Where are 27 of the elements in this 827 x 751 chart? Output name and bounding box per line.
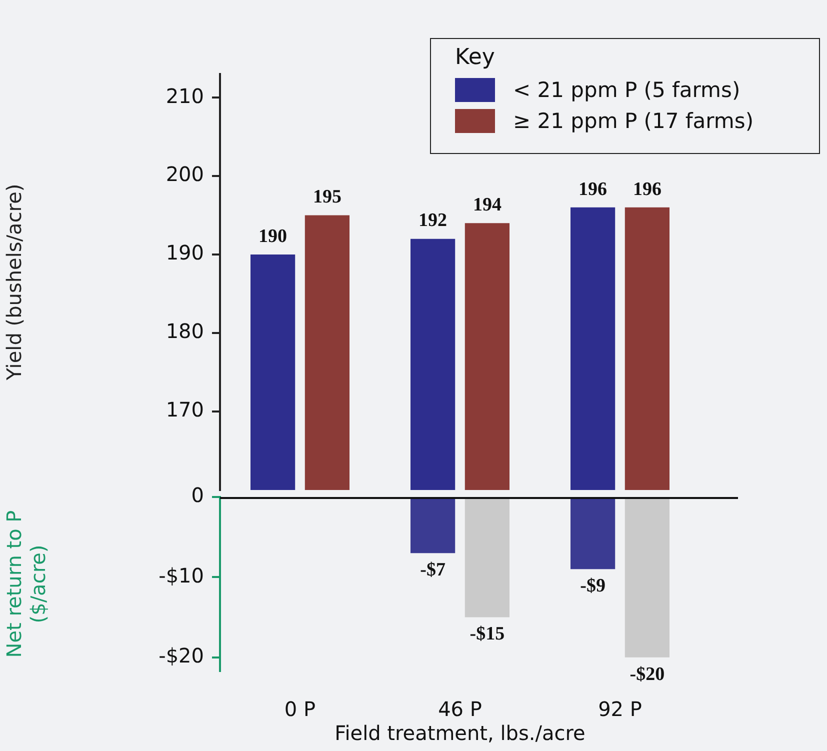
y-tick-label: -$10: [158, 563, 204, 588]
data-label: 192: [418, 210, 448, 232]
y-tick-label: 170: [166, 398, 204, 422]
data-label: 196: [632, 178, 662, 200]
data-label: 190: [258, 226, 288, 247]
data-label: 195: [312, 186, 342, 208]
data-label: 196: [578, 178, 608, 200]
x-tick-label: 0 P: [284, 697, 316, 722]
y-tick-label: 200: [166, 162, 204, 186]
data-label: 194: [472, 194, 502, 216]
y-tick-label: 180: [166, 319, 204, 344]
y-tick-label: 190: [166, 240, 204, 265]
x-tick-label: 92 P: [598, 697, 642, 722]
x-tick-label: 46 P: [438, 697, 482, 722]
y-axis-title: Yield (bushels/acre): [2, 184, 26, 382]
legend-label: ≥ 21 ppm P (17 farms): [513, 108, 754, 132]
data-label: -$20: [630, 664, 665, 685]
legend-title: Key: [455, 45, 496, 70]
legend-label: < 21 ppm P (5 farms): [513, 78, 740, 102]
x-axis-title: Field treatment, lbs./acre: [334, 721, 586, 746]
y-axis-title: Net return to P ($/acre): [2, 510, 50, 658]
y-tick-label: 0: [191, 483, 204, 508]
data-label: -$9: [580, 576, 606, 597]
data-label: -$7: [420, 560, 446, 581]
y-tick-label: 210: [166, 84, 204, 108]
y-tick-label: -$20: [158, 644, 204, 668]
data-label: -$15: [470, 624, 505, 645]
